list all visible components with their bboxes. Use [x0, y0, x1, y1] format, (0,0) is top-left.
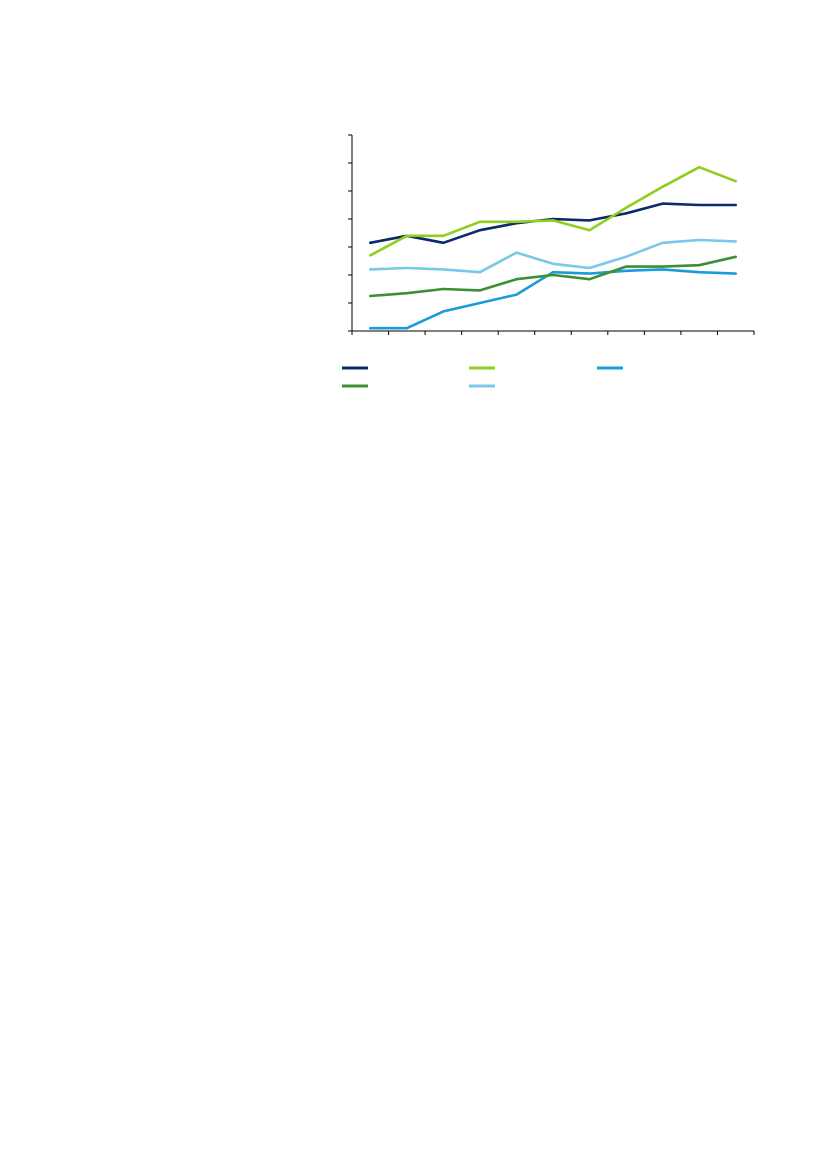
series-line-2 — [368, 165, 738, 257]
series-line-4 — [368, 255, 738, 298]
chart-axes — [348, 134, 755, 335]
series-line-1 — [368, 202, 738, 245]
series-line-3 — [368, 268, 738, 330]
chart-series-lines — [368, 165, 738, 330]
chart-legend — [342, 366, 623, 388]
series-line-5 — [368, 238, 738, 274]
